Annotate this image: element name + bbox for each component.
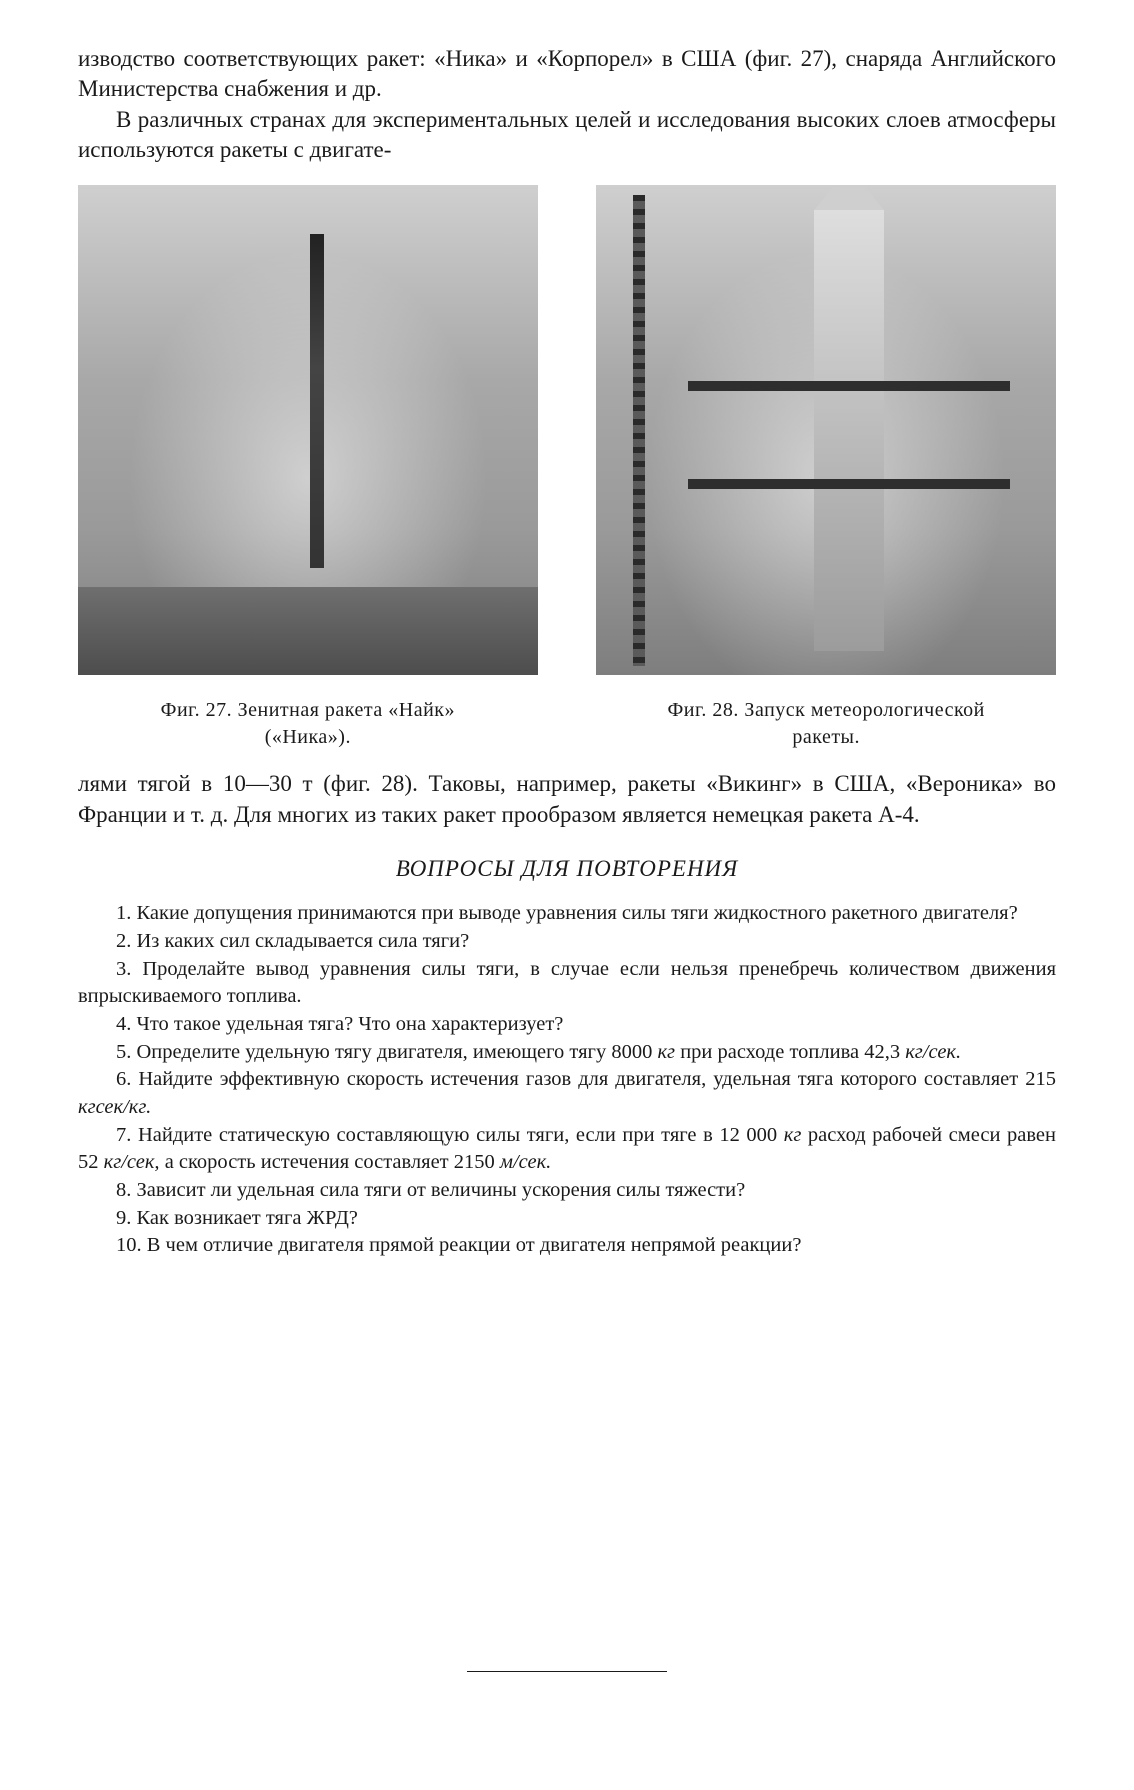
figure-27-caption-line1: Фиг. 27. Зенитная ракета «Найк» <box>161 699 455 721</box>
q6-text-a: 6. Найдите эффективную скорость истечени… <box>116 1068 1056 1090</box>
figure-27-caption-line2: («Ника»). <box>265 726 351 748</box>
q7-text-c: а скорость истечения составляет 2150 <box>160 1151 500 1173</box>
question-9: 9. Как возникает тяга ЖРД? <box>78 1205 1056 1233</box>
question-2: 2. Из каких сил складывается сила тяги? <box>78 928 1056 956</box>
question-5: 5. Определите удельную тягу двигателя, и… <box>78 1039 1056 1067</box>
question-4: 4. Что такое удельная тяга? Что она хара… <box>78 1011 1056 1039</box>
figure-28-image <box>596 185 1056 675</box>
footer-rule <box>467 1671 667 1672</box>
para-1b: В различных странах для экспериментальны… <box>78 107 1056 162</box>
figure-28-caption: Фиг. 28. Запуск метеорологической ракеты… <box>667 697 984 751</box>
q5-unit1: кг <box>657 1041 675 1063</box>
figure-27-caption: Фиг. 27. Зенитная ракета «Найк» («Ника»)… <box>161 697 455 751</box>
q7-unit3: м/сек. <box>500 1151 551 1173</box>
question-1: 1. Какие допущения принимаются при вывод… <box>78 900 1056 928</box>
para-2: лями тягой в 10—30 т (фиг. 28). Таковы, … <box>78 771 1056 826</box>
q5-text-b: при расходе топлива 42,3 <box>675 1041 905 1063</box>
q5-text-a: 5. Определите удельную тягу двигателя, и… <box>116 1041 657 1063</box>
para-1a: изводство соответствующих ракет: «Ника» … <box>78 46 1056 101</box>
figure-27-image <box>78 185 538 675</box>
page-root: изводство соответствующих ракет: «Ника» … <box>0 0 1134 1790</box>
question-3: 3. Проделайте вывод уравнения силы тяги,… <box>78 956 1056 1011</box>
q7-text-a: 7. Найдите статическую составляющую силы… <box>116 1124 784 1146</box>
question-8: 8. Зависит ли удельная сила тяги от вели… <box>78 1177 1056 1205</box>
figure-27-column: Фиг. 27. Зенитная ракета «Найк» («Ника»)… <box>78 185 538 751</box>
q7-unit1: кг <box>784 1124 802 1146</box>
questions-block: 1. Какие допущения принимаются при вывод… <box>78 900 1056 1260</box>
question-6: 6. Найдите эффективную скорость истечени… <box>78 1066 1056 1121</box>
mid-paragraph: лями тягой в 10—30 т (фиг. 28). Таковы, … <box>78 769 1056 830</box>
figure-row: Фиг. 27. Зенитная ракета «Найк» («Ника»)… <box>78 185 1056 751</box>
q5-unit2: кг/сек. <box>905 1041 961 1063</box>
figure-28-column: Фиг. 28. Запуск метеорологической ракеты… <box>596 185 1056 751</box>
section-title: ВОПРОСЫ ДЛЯ ПОВТОРЕНИЯ <box>78 856 1056 882</box>
q7-unit2: кг/сек, <box>104 1151 160 1173</box>
intro-paragraphs: изводство соответствующих ракет: «Ника» … <box>78 44 1056 165</box>
question-7: 7. Найдите статическую составляющую силы… <box>78 1122 1056 1177</box>
question-10: 10. В чем отличие двигателя прямой реакц… <box>78 1232 1056 1260</box>
q6-unit: кгсек/кг. <box>78 1096 151 1118</box>
figure-28-caption-line1: Фиг. 28. Запуск метеорологической <box>667 699 984 721</box>
figure-28-caption-line2: ракеты. <box>792 726 860 748</box>
